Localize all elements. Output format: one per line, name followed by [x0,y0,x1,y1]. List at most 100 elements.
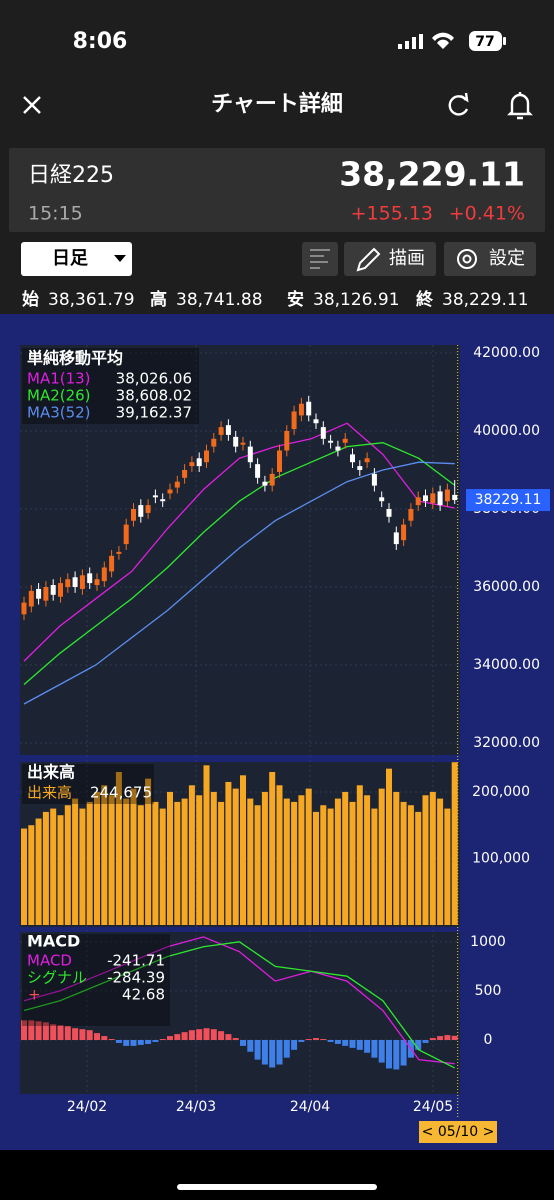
volume-bar [57,815,64,925]
macd-bar [327,1040,334,1042]
volume-bar [349,801,356,925]
volume-bar [94,791,100,925]
volume-bar [42,811,49,925]
volume-bar [240,775,246,925]
candle-body [65,579,71,587]
volume-bar [145,778,152,925]
macd-bar [276,1040,283,1065]
macd-bar [291,1040,298,1050]
macd-bar [115,1040,122,1043]
candle-body [182,470,188,478]
y-tick-label: 1000 [470,934,506,950]
candle-body [444,489,450,502]
ma-line [23,442,456,685]
candle-body [415,497,421,506]
draw-button[interactable] [344,242,436,276]
period-label: 日足 [52,248,88,269]
legend-value: 39,162.37 [116,404,192,422]
macd-bar [72,1028,79,1040]
volume-bar [254,805,261,925]
volume-bar [123,798,130,925]
legend-name: MA1(13) [27,370,91,388]
header-bg [0,0,554,138]
legend-name: シグナル [27,969,87,987]
indicator-icon [310,249,330,269]
macd-bar [400,1040,407,1066]
candle-body [28,590,34,607]
volume-name: 出来高 [27,784,72,802]
volume-value: 244,675 [90,784,152,802]
volume-bar [137,805,144,925]
macd-bar [283,1040,290,1058]
alert-button[interactable] [507,92,533,120]
price: 38,229.11 [339,155,525,194]
volume-bar [415,811,422,925]
ohlc-value: 38,229.11 [442,290,529,310]
candle-body [79,575,85,589]
macd-line [23,936,455,1065]
cursor-date: < 05/10 > [422,1124,495,1140]
close-button[interactable] [23,96,41,114]
macd-bar [261,1040,268,1065]
candle-body [204,450,209,463]
candle-body [116,551,122,554]
candle-body [284,431,290,451]
volume-bar [50,808,57,925]
volume-bar [203,765,210,925]
legend-value: 38,608.02 [116,387,192,405]
macd-bar [437,1036,444,1040]
macd-title: MACD [27,932,80,951]
candle-body [401,524,407,541]
macd-bar [342,1040,349,1046]
volume-bar [167,791,173,925]
macd-bar [415,1040,422,1050]
macd-bar [64,1026,71,1040]
cursor-date-bg [419,1121,497,1143]
macd-bar [313,1038,319,1040]
macd-bar [210,1029,217,1040]
candle-body [160,499,166,502]
macd-bar [305,1039,312,1040]
quote-time: 15:15 [28,203,83,225]
volume-bar [320,805,327,925]
macd-bar [356,1040,363,1050]
macd-bar [334,1040,341,1044]
candle-body [320,427,326,439]
candle-body [364,458,370,463]
volume-bar [378,788,385,925]
candle-body [386,509,392,517]
ohlc-label: 終 [416,289,434,310]
candle-body [255,464,261,478]
reload-button[interactable] [448,92,469,116]
volume-bar [115,771,122,925]
macd-bar [123,1040,130,1046]
macd-bar [240,1040,246,1046]
price-tag-bg [466,489,550,512]
candle-body [423,495,428,502]
macd-bar [159,1039,166,1040]
legend-bg [22,934,170,1026]
legend-name: + [28,986,41,1004]
candle-body [233,436,239,447]
volume-bar [130,788,137,925]
y-tick-label: 200,000 [472,784,530,800]
volume-bar [356,785,363,925]
macd-bar [28,1020,35,1040]
macd-bar [422,1040,429,1043]
candle-body [247,446,253,463]
indicator-button[interactable] [302,242,338,276]
macd-line [23,941,455,1069]
y-tick-label: 0 [484,1032,493,1048]
candle-body [342,438,348,443]
macd-bar [145,1040,152,1044]
candle-body [291,411,297,430]
legend-name: MACD [27,952,72,970]
volume-title: 出来高 [27,763,75,782]
volume-bar [283,798,290,925]
change: +155.13 [351,203,433,225]
candle-body [240,442,246,445]
dropdown-arrow [114,255,126,262]
price-tag: 38229.11 [475,492,542,508]
period-select[interactable] [21,242,132,276]
month-label: 24/04 [290,1099,330,1115]
